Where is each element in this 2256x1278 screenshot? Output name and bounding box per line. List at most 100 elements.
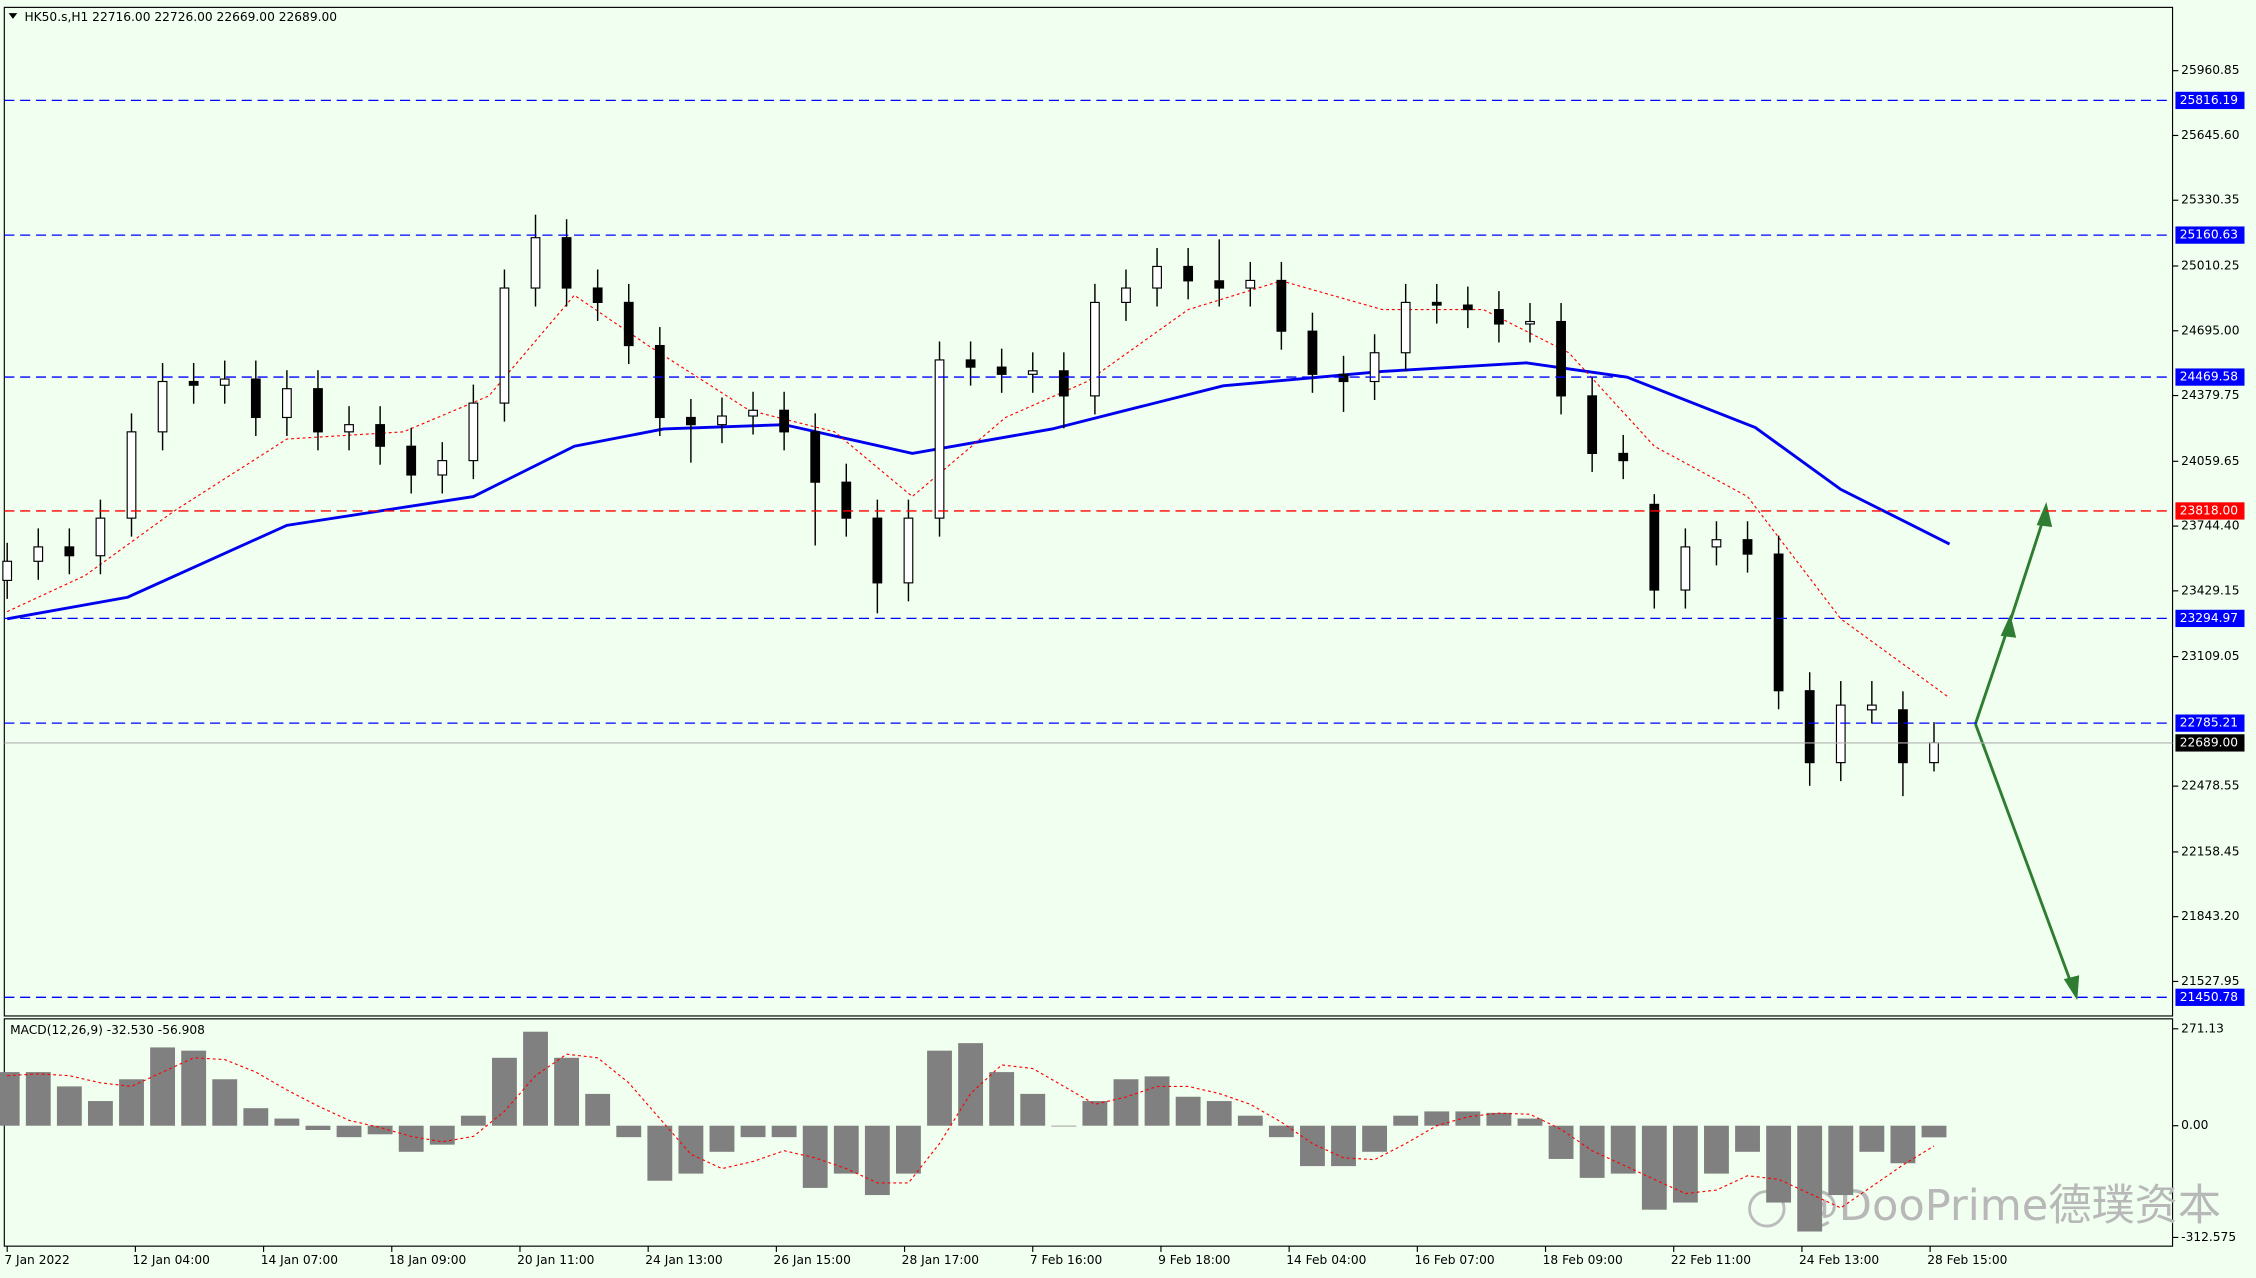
y-tick-label: 271.13 bbox=[2181, 1021, 2224, 1035]
y-tick-label: 24059.65 bbox=[2181, 454, 2239, 468]
down-arrow bbox=[1974, 723, 2077, 994]
macd-bar bbox=[492, 1057, 517, 1126]
macd-bar bbox=[833, 1125, 859, 1174]
macd-bar bbox=[1766, 1125, 1792, 1203]
up-arrowhead bbox=[2036, 501, 2053, 528]
candle-body bbox=[996, 366, 1007, 375]
x-tick-label: 16 Feb 07:00 bbox=[1414, 1253, 1494, 1267]
x-tick-label: 12 Jan 04:00 bbox=[133, 1253, 210, 1267]
macd-bar bbox=[802, 1125, 828, 1188]
macd-bar bbox=[25, 1072, 51, 1126]
x-tick-label: 18 Feb 09:00 bbox=[1543, 1253, 1623, 1267]
candle-body bbox=[313, 388, 323, 433]
x-tick-label: 28 Feb 15:00 bbox=[1927, 1253, 2007, 1267]
candle-body bbox=[1214, 280, 1225, 289]
last-price-label: 22689.00 bbox=[2180, 735, 2238, 749]
macd-bar bbox=[709, 1125, 735, 1152]
candle-body bbox=[406, 445, 417, 476]
y-tick-label: 24379.75 bbox=[2181, 388, 2239, 402]
macd-bar bbox=[896, 1125, 921, 1174]
y-tick-label: 23109.05 bbox=[2181, 649, 2239, 663]
level-box bbox=[2175, 226, 2245, 244]
candle-body bbox=[1556, 320, 1566, 397]
watermark: @DooPrime德璞资本 bbox=[1796, 1181, 2221, 1231]
candle-body bbox=[375, 424, 386, 447]
macd-bar bbox=[0, 1072, 20, 1126]
candle-body bbox=[126, 431, 137, 519]
macd-bar bbox=[1486, 1112, 1512, 1126]
macd-bar bbox=[1672, 1125, 1698, 1203]
candle-body bbox=[1369, 352, 1380, 383]
candle-body bbox=[281, 388, 292, 419]
macd-bar bbox=[1237, 1115, 1263, 1126]
candle-body bbox=[1276, 279, 1287, 332]
candle-body bbox=[841, 481, 852, 519]
level-box bbox=[2175, 609, 2245, 628]
candle-body bbox=[1058, 370, 1069, 397]
x-tick-label: 14 Jan 07:00 bbox=[261, 1253, 338, 1267]
macd-bar bbox=[336, 1125, 362, 1138]
y-tick-label: 23744.40 bbox=[2181, 519, 2239, 533]
level-label: 24469.58 bbox=[2180, 370, 2238, 384]
y-tick-label: 25645.60 bbox=[2181, 128, 2239, 142]
macd-bar bbox=[1704, 1125, 1729, 1174]
macd-bar bbox=[1051, 1125, 1077, 1127]
candle-body bbox=[1742, 539, 1753, 555]
candle-body bbox=[965, 359, 976, 368]
price-pane bbox=[3, 6, 2174, 1017]
macd-bar bbox=[647, 1125, 673, 1181]
candle-body bbox=[1152, 265, 1162, 289]
macd-bar bbox=[1300, 1125, 1325, 1167]
macd-bar bbox=[1424, 1111, 1450, 1126]
macd-title: MACD(12,26,9) -32.530 -56.908 bbox=[10, 1023, 205, 1037]
macd-bar bbox=[1517, 1118, 1543, 1126]
candle-body bbox=[1494, 309, 1504, 325]
moving-average bbox=[6, 361, 1951, 621]
macd-bar bbox=[460, 1115, 486, 1126]
candle-body bbox=[1866, 704, 1877, 711]
macd-bar bbox=[87, 1101, 113, 1126]
macd-bar bbox=[367, 1125, 393, 1135]
candle-body bbox=[1587, 395, 1598, 454]
candle-body bbox=[1307, 330, 1318, 375]
candle-body bbox=[1183, 265, 1194, 282]
candle-body bbox=[1804, 690, 1815, 764]
level-label: 23294.97 bbox=[2180, 611, 2238, 625]
x-tick-label: 18 Jan 09:00 bbox=[389, 1253, 466, 1267]
macd-bar bbox=[1393, 1115, 1419, 1126]
candle-body bbox=[561, 237, 572, 289]
macd-bar bbox=[1020, 1093, 1046, 1126]
macd-bar bbox=[771, 1125, 797, 1138]
x-tick-label: 24 Feb 13:00 bbox=[1799, 1253, 1879, 1267]
candle-body bbox=[1121, 287, 1131, 303]
macd-bar bbox=[1735, 1125, 1760, 1152]
candle-body bbox=[2, 560, 13, 581]
macd-bar bbox=[989, 1072, 1015, 1126]
macd-bar bbox=[1268, 1125, 1294, 1138]
level-label: 25160.63 bbox=[2180, 228, 2238, 242]
y-tick-label: 22158.45 bbox=[2181, 844, 2239, 858]
down-arrowhead bbox=[2063, 975, 2080, 1001]
y-tick-label: 0.00 bbox=[2181, 1118, 2208, 1132]
candle-body bbox=[934, 359, 945, 519]
x-tick-label: 24 Jan 13:00 bbox=[645, 1253, 722, 1267]
macd-bar bbox=[1082, 1101, 1108, 1126]
level-label: 22785.21 bbox=[2180, 716, 2238, 730]
candle-body bbox=[686, 416, 696, 426]
macd-bar bbox=[1144, 1076, 1170, 1126]
candle-body bbox=[468, 402, 479, 462]
macd-bar bbox=[740, 1125, 766, 1138]
candle-body bbox=[592, 287, 603, 303]
macd-bar bbox=[119, 1079, 144, 1126]
y-tick-label: 21527.95 bbox=[2181, 974, 2239, 988]
menu-arrow[interactable] bbox=[8, 13, 18, 19]
x-tick-label: 9 Feb 18:00 bbox=[1158, 1253, 1230, 1267]
candle-body bbox=[499, 287, 510, 404]
macd-bar bbox=[1890, 1125, 1916, 1164]
y-tick-label: 24695.00 bbox=[2181, 323, 2239, 337]
macd-bar bbox=[305, 1125, 331, 1130]
level-box bbox=[2175, 988, 2245, 1006]
candle-body bbox=[1680, 546, 1691, 591]
macd-bar bbox=[181, 1050, 207, 1126]
forecast-arrows bbox=[1974, 501, 2080, 1001]
